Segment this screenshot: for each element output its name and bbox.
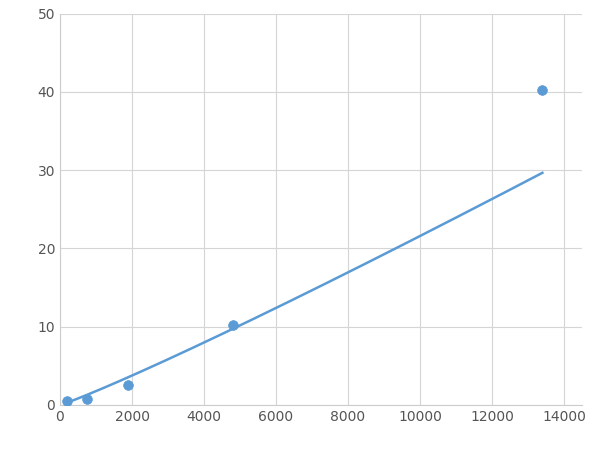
Point bbox=[538, 87, 547, 94]
Point bbox=[62, 397, 72, 405]
Point bbox=[82, 395, 92, 402]
Point bbox=[124, 382, 133, 389]
Point bbox=[228, 322, 238, 329]
